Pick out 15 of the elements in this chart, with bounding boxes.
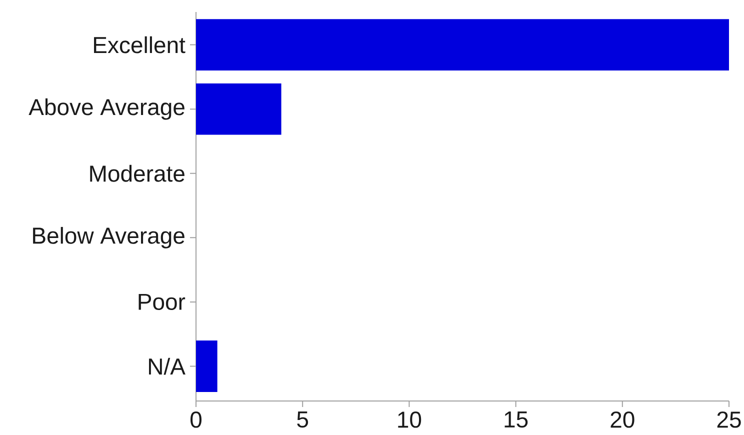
x-tick-label: 0	[190, 412, 202, 428]
x-tick-label: 10	[398, 412, 422, 428]
x-tick-label: 20	[610, 412, 634, 428]
y-tick-label: Poor	[138, 294, 186, 310]
x-tick-label: 15	[504, 412, 528, 428]
y-tick-label: Above Average	[28, 98, 184, 120]
bar	[196, 83, 282, 135]
x-tick-label: 5	[297, 412, 308, 428]
y-tick-label: Excellent	[94, 36, 186, 54]
y-tick-label: N/A	[149, 358, 186, 375]
y-tick-label: Moderate	[90, 164, 184, 182]
bar	[196, 19, 729, 71]
bar	[196, 340, 218, 392]
x-tick-label: 25	[717, 412, 741, 428]
y-tick-label: Below Average	[33, 226, 184, 248]
